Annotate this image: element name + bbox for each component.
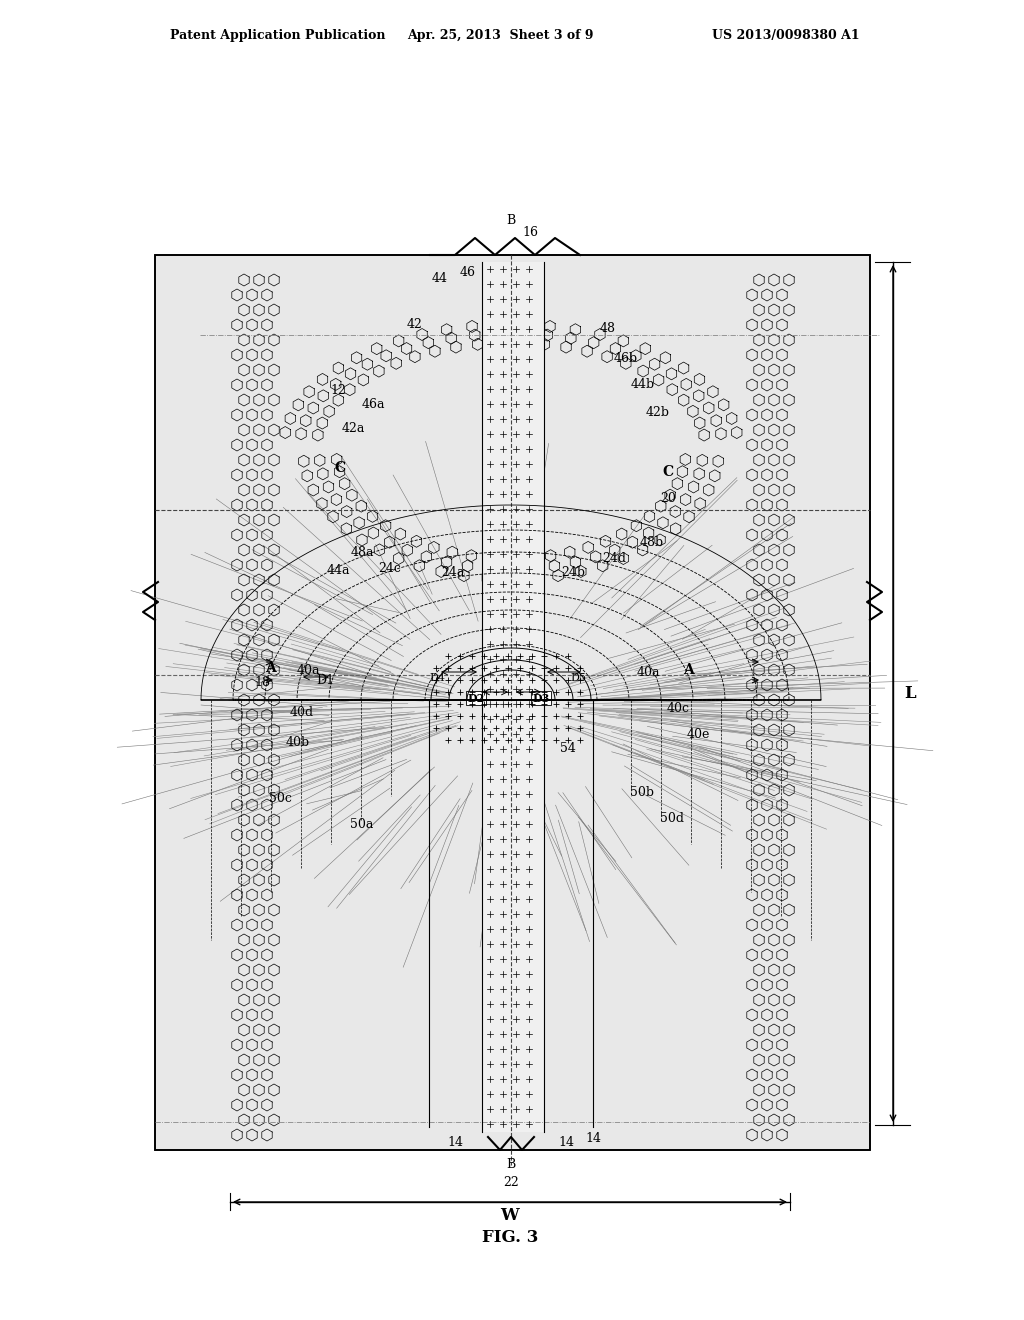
Text: A: A bbox=[683, 663, 693, 677]
Text: 40a: 40a bbox=[636, 665, 659, 678]
Text: D3: D3 bbox=[532, 693, 550, 704]
Text: 46: 46 bbox=[460, 265, 476, 279]
Text: 24c: 24c bbox=[379, 561, 401, 574]
Text: Patent Application Publication: Patent Application Publication bbox=[170, 29, 385, 41]
Text: C: C bbox=[663, 465, 674, 479]
Text: FIG. 3: FIG. 3 bbox=[482, 1229, 539, 1246]
Text: D5: D5 bbox=[570, 673, 586, 682]
Text: 12: 12 bbox=[330, 384, 346, 396]
Bar bbox=[155, 255, 870, 1150]
Text: D2: D2 bbox=[467, 693, 484, 704]
Text: US 2013/0098380 A1: US 2013/0098380 A1 bbox=[713, 29, 860, 41]
Text: 44b: 44b bbox=[631, 379, 655, 392]
Text: 40a: 40a bbox=[296, 664, 319, 676]
Text: A: A bbox=[264, 661, 275, 675]
Text: 48b: 48b bbox=[640, 536, 664, 549]
Text: 40c: 40c bbox=[667, 701, 689, 714]
Text: 42b: 42b bbox=[646, 405, 670, 418]
Text: 14: 14 bbox=[585, 1131, 601, 1144]
Text: 44: 44 bbox=[432, 272, 449, 285]
Text: 48a: 48a bbox=[350, 545, 374, 558]
Text: 22: 22 bbox=[503, 1176, 519, 1188]
Text: 24d: 24d bbox=[602, 552, 626, 565]
Text: B: B bbox=[507, 214, 516, 227]
Text: D1: D1 bbox=[316, 673, 334, 686]
Text: L: L bbox=[904, 685, 915, 702]
Text: 42: 42 bbox=[408, 318, 423, 331]
Text: 50b: 50b bbox=[630, 785, 654, 799]
Text: C: C bbox=[335, 461, 345, 475]
Text: 50d: 50d bbox=[660, 812, 684, 825]
Text: Apr. 25, 2013  Sheet 3 of 9: Apr. 25, 2013 Sheet 3 of 9 bbox=[407, 29, 593, 41]
Text: 18: 18 bbox=[254, 676, 270, 689]
Text: B: B bbox=[507, 1159, 516, 1172]
Text: 46a: 46a bbox=[361, 397, 385, 411]
Text: 40e: 40e bbox=[686, 729, 710, 742]
Text: 54: 54 bbox=[560, 742, 575, 755]
Text: 50c: 50c bbox=[268, 792, 292, 804]
Text: 14: 14 bbox=[447, 1135, 463, 1148]
Text: W: W bbox=[501, 1206, 519, 1224]
Text: D4: D4 bbox=[429, 673, 445, 682]
Text: 46b: 46b bbox=[614, 351, 638, 364]
Text: 40d: 40d bbox=[290, 705, 314, 718]
Text: 42a: 42a bbox=[341, 421, 365, 434]
Text: 48: 48 bbox=[600, 322, 616, 334]
Text: 40b: 40b bbox=[286, 735, 310, 748]
Text: 20: 20 bbox=[660, 491, 676, 504]
Text: 16: 16 bbox=[522, 226, 538, 239]
Bar bbox=[482, 261, 544, 1133]
Text: 14: 14 bbox=[558, 1135, 574, 1148]
Bar bbox=[155, 255, 870, 1150]
Text: 24b: 24b bbox=[561, 565, 585, 578]
Text: 24a: 24a bbox=[441, 565, 465, 578]
Text: 50a: 50a bbox=[350, 818, 374, 832]
Text: 44a: 44a bbox=[327, 564, 350, 577]
